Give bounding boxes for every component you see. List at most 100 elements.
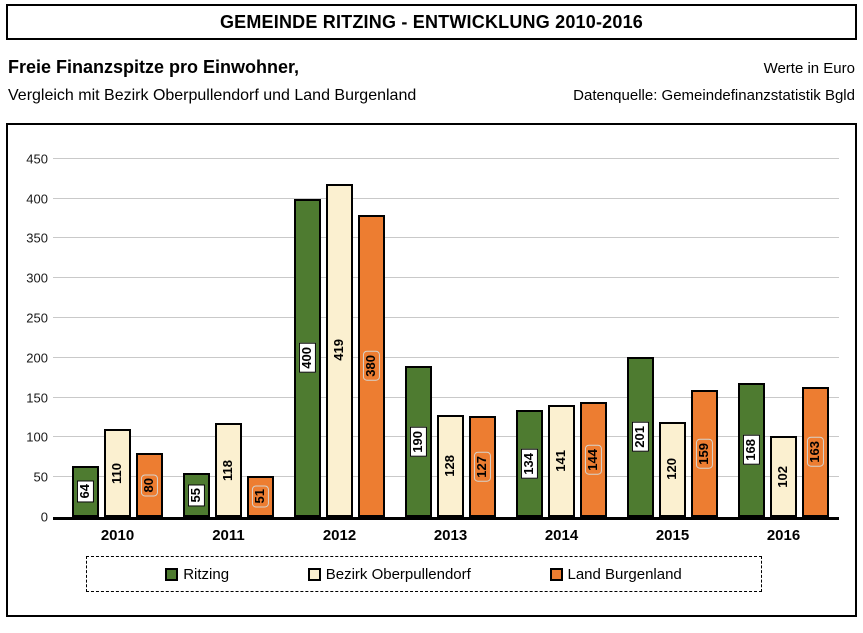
bar-value-label: 141 xyxy=(553,450,569,472)
y-axis-tick xyxy=(53,436,62,438)
x-axis-labels: 2010 2011 2012 2013 2014 2015 2016 xyxy=(62,527,839,544)
bar-land-burgenland-2010: 80 xyxy=(136,453,163,517)
gridline xyxy=(62,277,839,279)
y-axis-label: 200 xyxy=(26,350,48,366)
bar-value-label: 163 xyxy=(807,437,824,467)
bar-ritzing-2013: 190 xyxy=(405,365,432,517)
bar-land-burgenland-2013: 127 xyxy=(469,415,496,517)
page: GEMEINDE RITZING - ENTWICKLUNG 2010-2016… xyxy=(6,4,857,617)
bar-land-burgenland-2011: 51 xyxy=(247,476,274,517)
bar-value-label: 118 xyxy=(220,459,236,481)
bar-value-label: 80 xyxy=(141,473,158,497)
title-box: GEMEINDE RITZING - ENTWICKLUNG 2010-2016 xyxy=(6,4,857,40)
bar-value-label: 110 xyxy=(109,462,125,484)
bar-land-burgenland-2012: 380 xyxy=(358,214,385,517)
y-axis-tick xyxy=(53,476,62,478)
chart-container: 0 50 100 150 200 250 300 350 400 450 64 110 80 55 118… xyxy=(6,123,857,617)
bar-label-wrap: 128 xyxy=(439,417,462,515)
bar-label-wrap: 400 xyxy=(296,201,319,515)
bar-value-label: 201 xyxy=(632,422,649,452)
bar-label-wrap: 55 xyxy=(185,475,208,515)
plot-wrap: 0 50 100 150 200 250 300 350 400 450 64 110 80 55 118… xyxy=(8,139,839,544)
y-axis-label: 250 xyxy=(26,310,48,326)
bar-label-wrap: 190 xyxy=(407,368,430,515)
legend-item-bezirk-oberpullendorf: Bezirk Oberpullendorf xyxy=(307,565,471,583)
legend-color-chip xyxy=(165,567,179,581)
x-axis-label-2014: 2014 xyxy=(544,527,579,544)
bar-value-label: 134 xyxy=(521,448,538,479)
bar-label-wrap: 51 xyxy=(249,478,272,515)
bar-label-wrap: 141 xyxy=(550,407,573,515)
source-note: Datenquelle: Gemeindefinanzstatistik Bgl… xyxy=(573,87,855,104)
x-axis-label-2010: 2010 xyxy=(100,527,135,544)
bar-label-wrap: 120 xyxy=(661,424,684,515)
bar-label-wrap: 118 xyxy=(217,425,240,515)
bar-label-wrap: 201 xyxy=(629,359,652,515)
bar-ritzing-2015: 201 xyxy=(627,357,654,517)
bar-land-burgenland-2014: 144 xyxy=(580,402,607,517)
bar-label-wrap: 159 xyxy=(693,392,716,515)
x-axis-label-2011: 2011 xyxy=(212,527,245,544)
bar-label-wrap: 80 xyxy=(138,455,161,515)
legend-color-chip xyxy=(307,567,321,581)
y-axis-label: 50 xyxy=(33,469,48,485)
bar-value-label: 190 xyxy=(410,426,427,457)
plot-column: 64 110 80 55 118 51 400 419 380 190 128 127 134 141 14… xyxy=(62,139,839,544)
y-axis-tick xyxy=(53,396,62,398)
bar-label-wrap: 144 xyxy=(582,404,605,515)
bar-bezirk-oberpullendorf-2013: 128 xyxy=(437,415,464,517)
bar-group-2013: 190 128 127 xyxy=(395,139,506,517)
bar-group-2014: 134 141 144 xyxy=(506,139,617,517)
bar-group-2012: 400 419 380 xyxy=(284,139,395,517)
x-axis-label-2016: 2016 xyxy=(766,527,801,544)
y-axis-label: 100 xyxy=(26,429,48,445)
y-axis-label: 350 xyxy=(26,230,48,246)
x-axis-label-2015: 2015 xyxy=(655,527,690,544)
bar-label-wrap: 168 xyxy=(740,385,763,515)
bar-groups: 64 110 80 55 118 51 400 419 380 190 128 127 134 141 14… xyxy=(62,139,839,517)
bar-value-label: 102 xyxy=(775,465,791,488)
y-axis-tick xyxy=(53,157,62,159)
legend: Ritzing Bezirk Oberpullendorf Land Burgenl… xyxy=(85,556,762,592)
bar-label-wrap: 102 xyxy=(772,438,795,515)
bar-value-label: 168 xyxy=(743,435,760,465)
bar-group-2015: 201 120 159 xyxy=(617,139,728,517)
x-axis-label-2012: 2012 xyxy=(322,527,357,544)
legend-label: Ritzing xyxy=(183,565,230,583)
bar-label-wrap: 380 xyxy=(360,217,383,515)
y-axis-label: 0 xyxy=(40,509,48,525)
bar-value-label: 400 xyxy=(299,342,316,373)
y-axis-label: 400 xyxy=(26,191,48,207)
bar-value-label: 55 xyxy=(188,483,205,507)
plot-area: 64 110 80 55 118 51 400 419 380 190 128 127 134 141 14… xyxy=(62,139,839,520)
bar-label-wrap: 163 xyxy=(804,389,827,515)
bar-bezirk-oberpullendorf-2012: 419 xyxy=(326,183,353,517)
bar-label-wrap: 127 xyxy=(471,418,494,515)
bar-ritzing-2011: 55 xyxy=(183,473,210,517)
unit-note: Werte in Euro xyxy=(763,60,855,77)
gridline xyxy=(62,197,839,199)
bar-label-wrap: 419 xyxy=(328,186,351,515)
gridline xyxy=(62,317,839,319)
gridline xyxy=(62,396,839,398)
bar-label-wrap: 134 xyxy=(518,412,541,515)
y-axis-label: 450 xyxy=(26,151,48,167)
y-axis-tick xyxy=(53,277,62,279)
legend-label: Land Burgenland xyxy=(567,565,682,583)
legend-color-chip xyxy=(549,567,563,581)
subtitle-secondary: Vergleich mit Bezirk Oberpullendorf und … xyxy=(8,87,417,104)
header-row-2: Vergleich mit Bezirk Oberpullendorf und … xyxy=(6,87,857,105)
bar-ritzing-2014: 134 xyxy=(516,410,543,517)
bar-group-2011: 55 118 51 xyxy=(173,139,284,517)
bar-value-label: 144 xyxy=(585,444,602,475)
bar-bezirk-oberpullendorf-2016: 102 xyxy=(770,435,797,517)
bar-group-2010: 64 110 80 xyxy=(62,139,173,517)
bar-land-burgenland-2015: 159 xyxy=(691,390,718,517)
bar-bezirk-oberpullendorf-2014: 141 xyxy=(548,404,575,517)
x-axis-label-2013: 2013 xyxy=(433,527,468,544)
bar-value-label: 64 xyxy=(77,480,94,503)
gridline xyxy=(62,356,839,358)
legend-label: Bezirk Oberpullendorf xyxy=(325,565,471,583)
bar-bezirk-oberpullendorf-2015: 120 xyxy=(659,421,686,517)
bar-group-2016: 168 102 163 xyxy=(728,139,839,517)
